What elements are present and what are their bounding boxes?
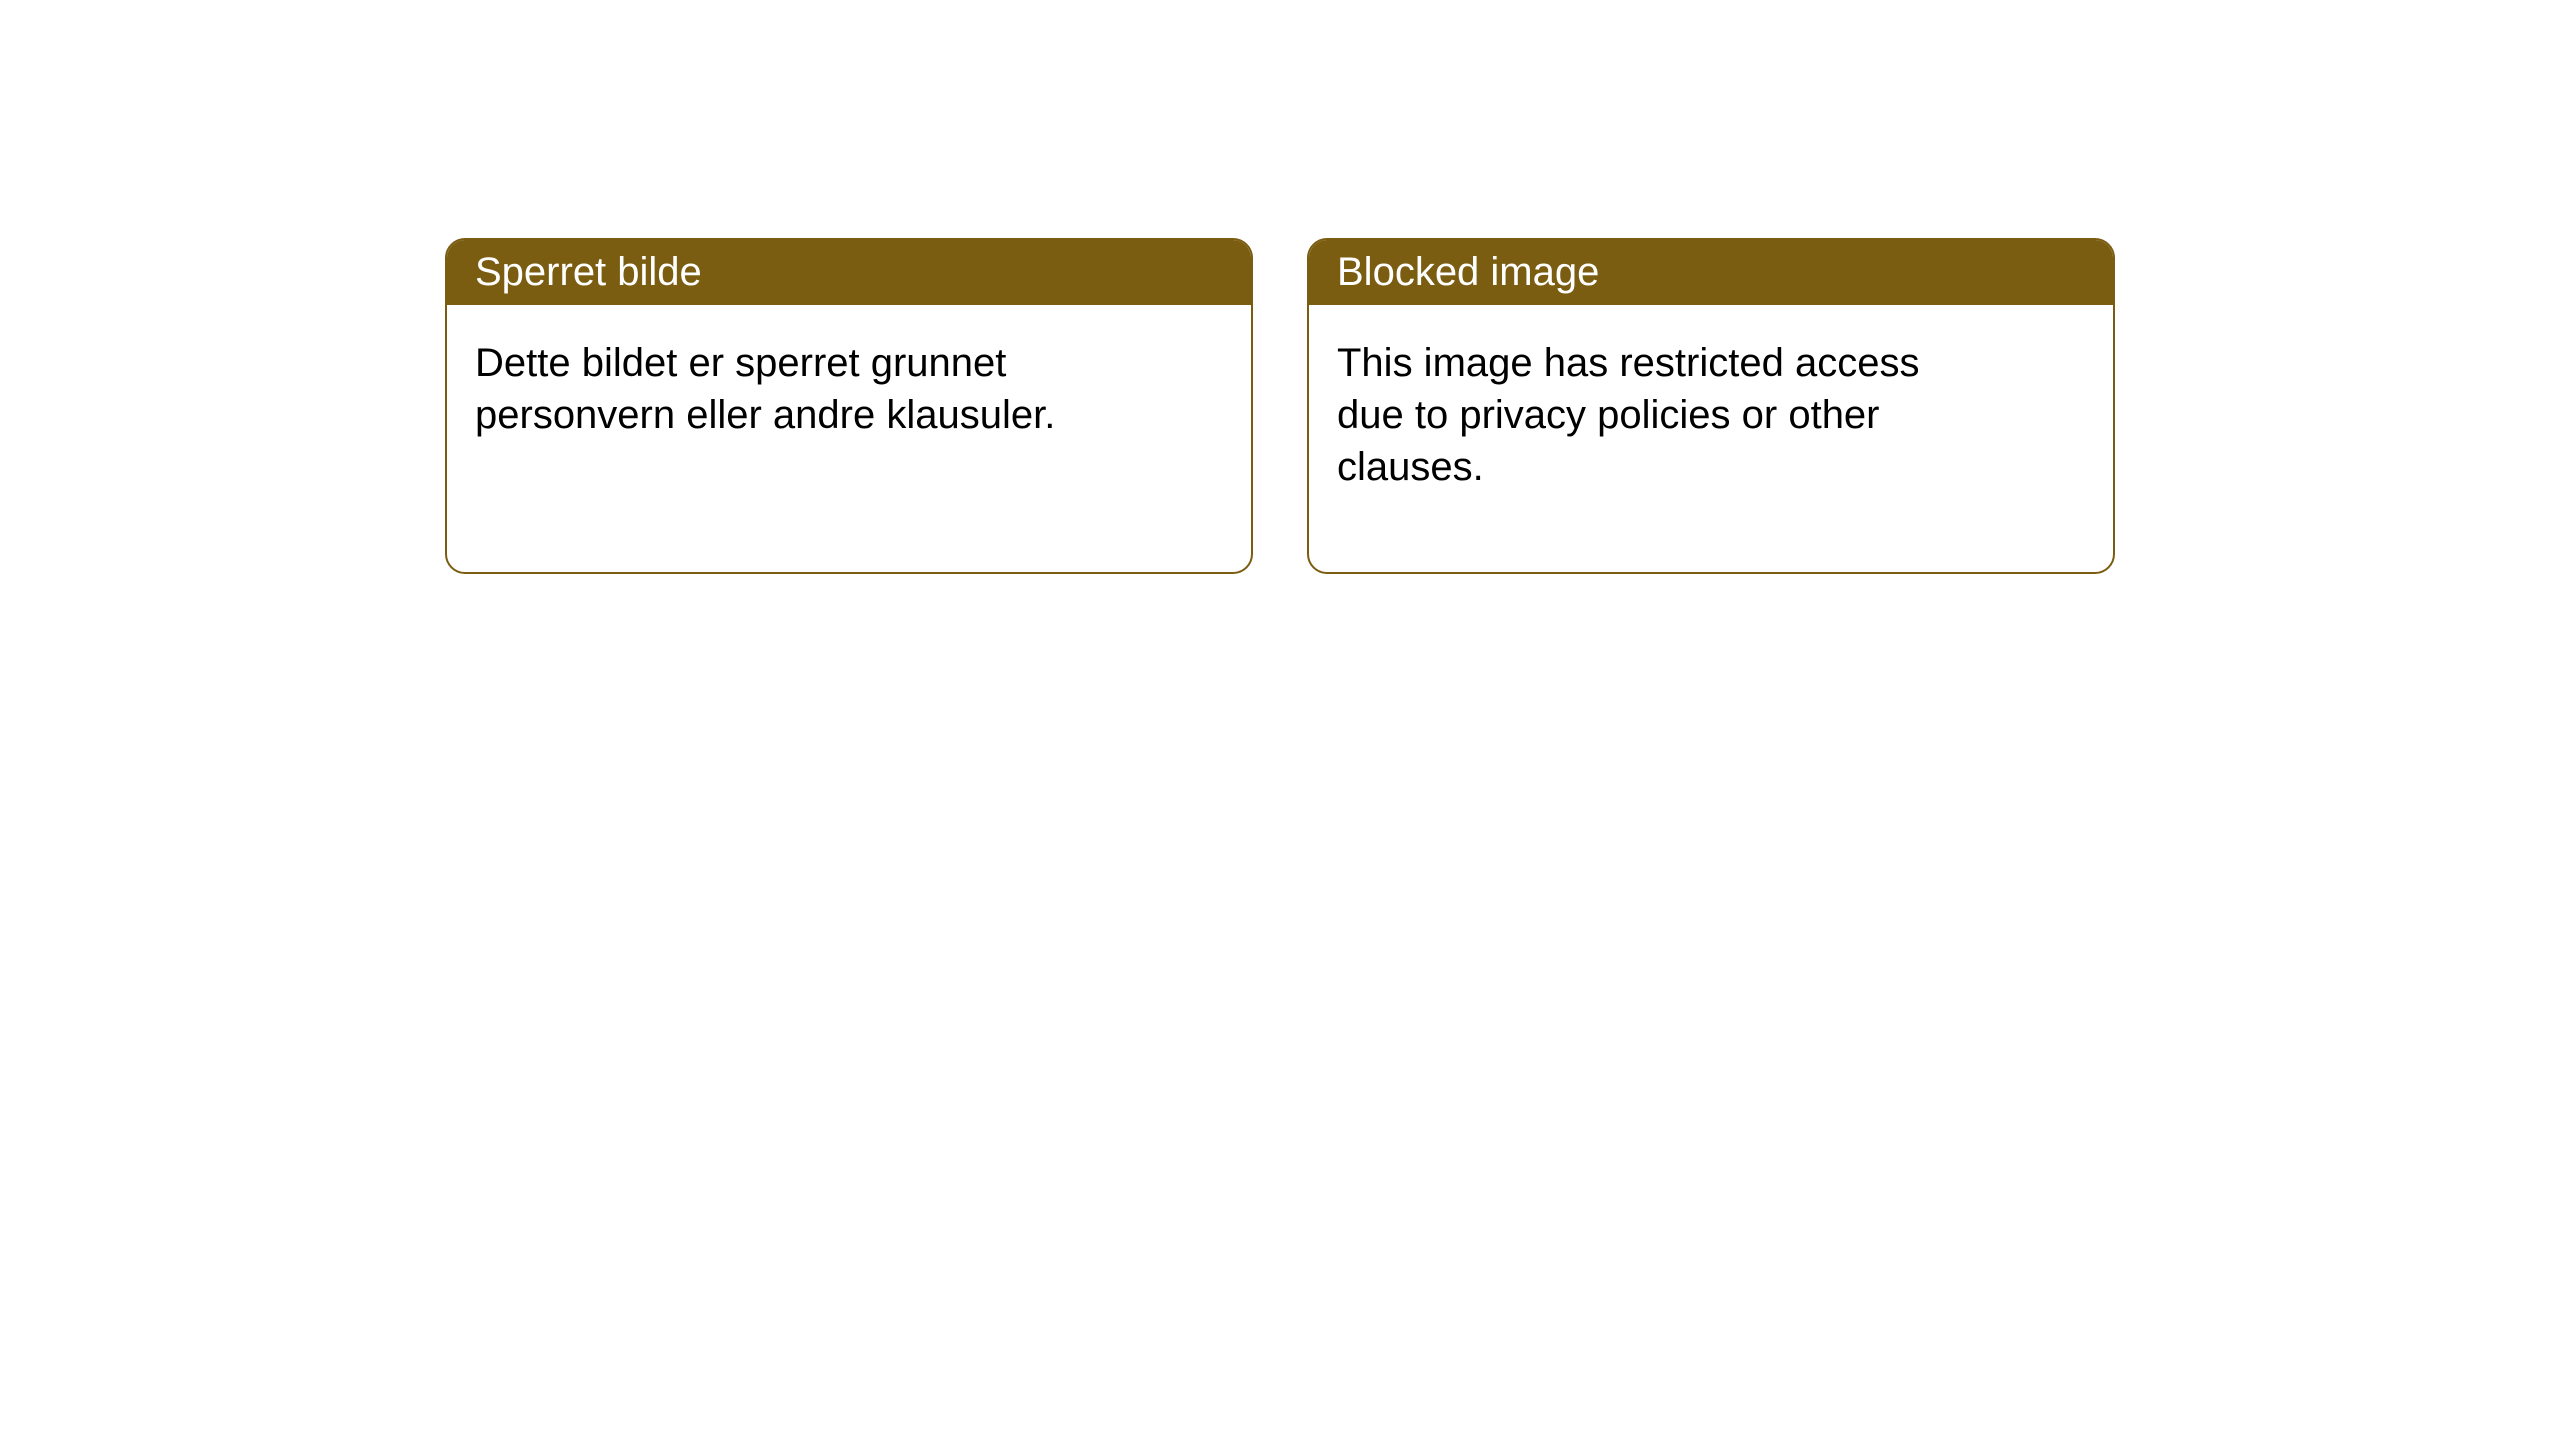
notice-header: Blocked image [1309,240,2113,305]
notice-card-english: Blocked image This image has restricted … [1307,238,2115,574]
notice-container: Sperret bilde Dette bildet er sperret gr… [445,238,2115,574]
notice-card-norwegian: Sperret bilde Dette bildet er sperret gr… [445,238,1253,574]
notice-body: This image has restricted access due to … [1309,305,1989,525]
notice-text: This image has restricted access due to … [1337,341,1919,489]
notice-header: Sperret bilde [447,240,1251,305]
notice-body: Dette bildet er sperret grunnet personve… [447,305,1127,473]
notice-title: Sperret bilde [475,250,702,294]
notice-title: Blocked image [1337,250,1599,294]
notice-text: Dette bildet er sperret grunnet personve… [475,341,1055,437]
